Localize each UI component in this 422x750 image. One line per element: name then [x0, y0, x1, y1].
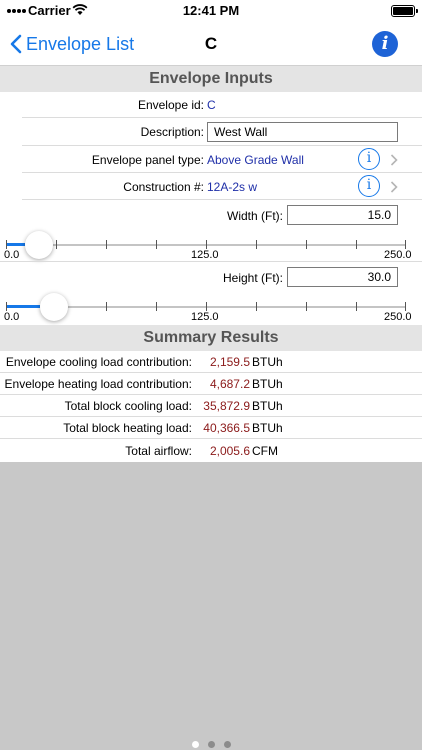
result-label: Envelope heating load contribution:: [4, 377, 192, 391]
result-label: Envelope cooling load contribution:: [5, 355, 192, 369]
inputs-panel: Envelope id: C Description: Envelope pan…: [0, 92, 422, 325]
page-dot[interactable]: [223, 741, 231, 748]
back-button-label: Envelope List: [26, 33, 135, 54]
page-dot[interactable]: [191, 741, 199, 748]
result-unit: BTUh: [252, 399, 283, 413]
description-field[interactable]: [207, 122, 398, 142]
result-row: Total block cooling load: 35,872.9 BTUh: [0, 395, 422, 417]
envelope-id-label: Envelope id:: [137, 98, 204, 112]
width-slider-thumb[interactable]: [25, 231, 53, 259]
envelope-id-row: Envelope id: C: [0, 92, 422, 118]
result-label: Total airflow:: [125, 444, 192, 458]
back-button[interactable]: Envelope List: [10, 31, 134, 57]
construction-row[interactable]: Construction #: 12A-2s w i: [0, 173, 422, 200]
height-slider[interactable]: 0.0 125.0 250.0: [0, 292, 422, 324]
height-slider-mid-label: 125.0: [191, 311, 219, 323]
height-row: Height (Ft): 0.0 125.0 250.0: [0, 262, 422, 324]
width-slider-min-label: 0.0: [4, 249, 20, 261]
clock-time: 12:41 PM: [182, 3, 240, 18]
navigation-bar: Envelope List C i: [0, 22, 422, 66]
wifi-icon: [72, 4, 88, 15]
result-value: 2,159.5: [209, 355, 250, 369]
height-slider-max-label: 250.0: [384, 311, 412, 323]
width-slider-mid-label: 125.0: [191, 249, 219, 261]
width-label: Width (Ft):: [227, 209, 283, 223]
panel-type-row[interactable]: Envelope panel type: Above Grade Wall i: [0, 146, 422, 173]
construction-info-icon[interactable]: i: [358, 175, 380, 197]
height-field[interactable]: [287, 267, 398, 287]
result-unit: BTUh: [252, 421, 283, 435]
info-icon[interactable]: i: [372, 31, 398, 57]
envelope-id-value: C: [207, 98, 216, 112]
page-dot[interactable]: [207, 741, 215, 748]
result-unit: BTUh: [252, 377, 283, 391]
construction-label: Construction #:: [123, 180, 204, 194]
result-value: 4,687.2: [209, 377, 250, 391]
chevron-right-icon: [390, 154, 398, 166]
inputs-section-header: Envelope Inputs: [0, 66, 422, 92]
width-slider-max-label: 250.0: [384, 249, 412, 261]
description-label: Description:: [140, 125, 204, 139]
cellular-signal-icon: [7, 9, 26, 13]
result-row: Envelope heating load contribution: 4,68…: [0, 373, 422, 395]
height-slider-min-label: 0.0: [4, 311, 20, 323]
carrier-label: Carrier: [28, 3, 71, 18]
height-label: Height (Ft):: [222, 271, 283, 285]
chevron-left-icon: [10, 34, 22, 54]
width-slider[interactable]: 0.0 125.0 250.0: [0, 230, 422, 262]
result-value: 35,872.9: [203, 399, 250, 413]
battery-icon: [391, 5, 418, 17]
chevron-right-icon: [390, 181, 398, 193]
width-field[interactable]: [287, 205, 398, 225]
result-unit: CFM: [252, 444, 278, 458]
construction-value: 12A-2s w: [207, 180, 258, 194]
result-label: Total block cooling load:: [64, 399, 192, 413]
result-row: Total airflow: 2,005.6 CFM: [0, 439, 422, 462]
page-indicator[interactable]: [0, 741, 422, 748]
result-row: Envelope cooling load contribution: 2,15…: [0, 351, 422, 373]
result-unit: BTUh: [252, 355, 283, 369]
result-value: 2,005.6: [209, 444, 250, 458]
status-bar: Carrier 12:41 PM: [0, 0, 422, 22]
panel-type-label: Envelope panel type:: [91, 153, 204, 167]
result-row: Total block heating load: 40,366.5 BTUh: [0, 417, 422, 439]
summary-panel: Envelope cooling load contribution: 2,15…: [0, 351, 422, 462]
summary-section-header: Summary Results: [0, 325, 422, 351]
result-value: 40,366.5: [203, 421, 250, 435]
description-row: Description:: [0, 118, 422, 146]
panel-type-info-icon[interactable]: i: [358, 148, 380, 170]
width-row: Width (Ft): 0.0 125.0 250.0: [0, 200, 422, 262]
panel-type-value: Above Grade Wall: [207, 153, 304, 167]
result-label: Total block heating load:: [63, 421, 192, 435]
height-slider-thumb[interactable]: [40, 293, 68, 321]
